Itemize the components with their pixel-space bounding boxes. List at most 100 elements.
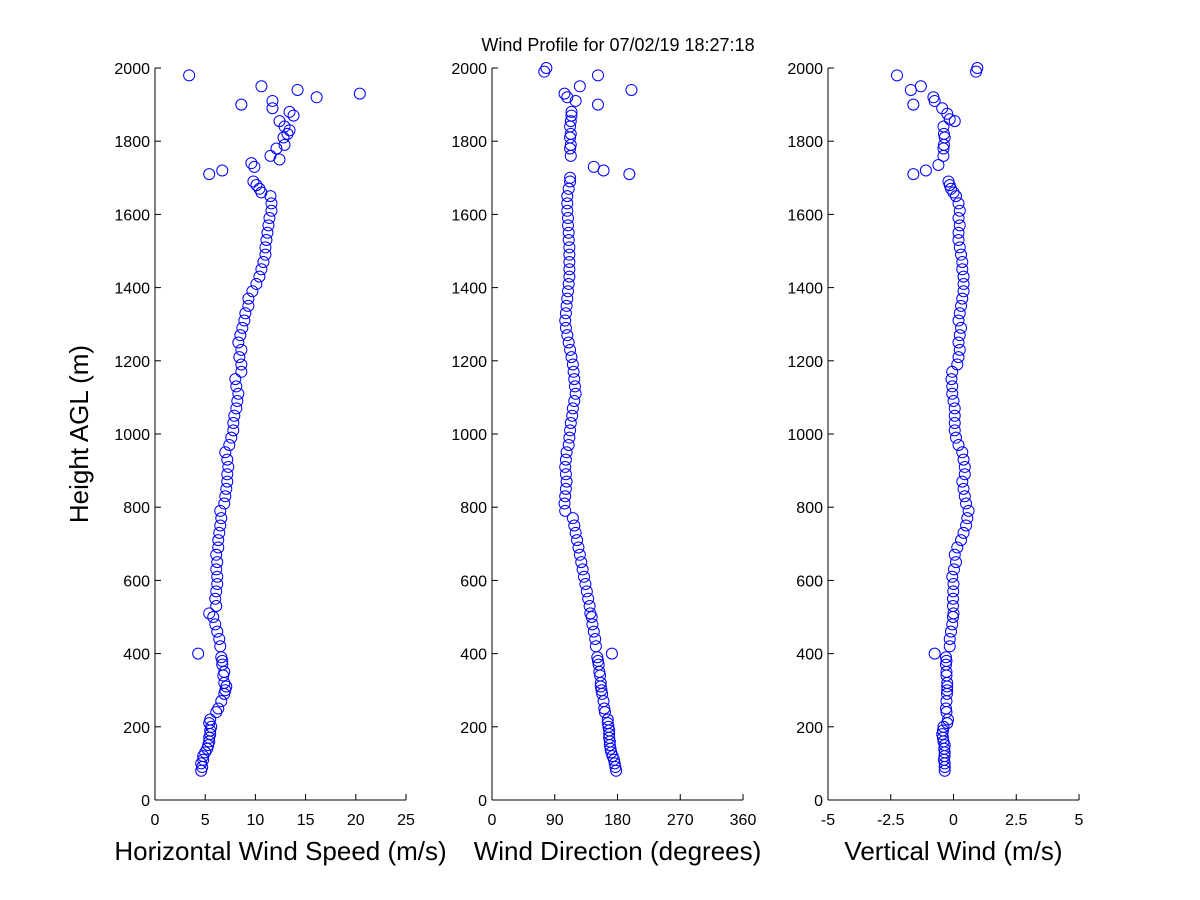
data-point	[953, 329, 966, 342]
data-point	[246, 285, 259, 298]
data-point	[948, 409, 961, 422]
data-point	[919, 164, 932, 177]
x-axis-title: Wind Direction (degrees)	[474, 836, 762, 866]
data-point	[950, 556, 963, 569]
data-point	[310, 91, 323, 104]
data-point	[952, 336, 965, 349]
data-point	[591, 69, 604, 82]
data-point	[589, 632, 602, 645]
data-point	[563, 270, 576, 283]
data-point	[947, 395, 960, 408]
data-point	[953, 219, 966, 232]
data-point	[948, 115, 961, 128]
data-point	[233, 351, 246, 364]
data-point	[211, 556, 224, 569]
data-point	[936, 724, 949, 737]
data-point	[287, 109, 300, 122]
data-point	[928, 647, 941, 660]
data-point	[231, 395, 244, 408]
data-point	[569, 526, 582, 539]
data-point	[937, 127, 950, 140]
x-tick-label: -5	[821, 812, 835, 829]
data-point	[567, 365, 580, 378]
data-point	[215, 651, 228, 664]
data-point	[971, 62, 984, 74]
data-point	[952, 212, 965, 225]
data-point	[955, 248, 968, 261]
data-point	[961, 512, 974, 525]
data-point	[564, 343, 577, 356]
data-point	[565, 105, 578, 118]
data-point	[584, 607, 597, 620]
data-point	[947, 578, 960, 591]
data-point	[265, 197, 278, 210]
data-point	[561, 329, 574, 342]
data-point	[203, 168, 216, 181]
data-point	[578, 570, 591, 583]
data-point	[228, 409, 241, 422]
data-point	[950, 431, 963, 444]
data-point	[207, 611, 220, 623]
data-point	[958, 460, 971, 473]
y-tick-label: 1200	[451, 354, 487, 371]
data-point	[948, 548, 961, 561]
data-point	[255, 263, 268, 276]
data-point	[592, 658, 605, 671]
data-point	[952, 197, 965, 210]
data-point	[248, 160, 261, 173]
data-point	[561, 212, 574, 225]
data-point	[232, 387, 245, 400]
y-tick-label: 1600	[451, 207, 487, 224]
data-point	[904, 83, 917, 96]
data-point	[952, 438, 965, 451]
data-point	[221, 468, 234, 481]
x-axis-title: Horizontal Wind Speed (m/s)	[114, 836, 446, 866]
data-point	[568, 373, 581, 386]
y-tick-label: 600	[123, 573, 150, 590]
data-point	[540, 62, 553, 74]
data-point	[587, 625, 600, 638]
data-point	[957, 270, 970, 283]
data-point	[948, 417, 961, 430]
data-point	[561, 204, 574, 217]
data-point	[214, 640, 227, 653]
y-axis-title: Height AGL (m)	[64, 345, 94, 523]
data-point	[937, 720, 950, 733]
data-point	[957, 277, 970, 290]
data-point	[559, 321, 572, 334]
data-point	[563, 248, 576, 261]
data-point	[939, 658, 952, 671]
data-point	[951, 358, 964, 371]
data-point	[211, 570, 224, 583]
data-point	[957, 453, 970, 466]
x-tick-label: 20	[347, 812, 365, 829]
data-point	[203, 717, 216, 730]
x-tick-label: 0	[488, 812, 497, 829]
data-point	[952, 351, 965, 364]
data-point	[559, 453, 572, 466]
data-point	[212, 534, 225, 547]
data-point	[568, 395, 581, 408]
data-point	[209, 618, 222, 631]
data-point	[562, 438, 575, 451]
y-tick-label: 2000	[787, 61, 823, 78]
data-point	[212, 702, 225, 715]
data-point	[234, 329, 247, 342]
data-point	[946, 387, 959, 400]
data-point	[891, 69, 904, 82]
data-point	[601, 713, 614, 726]
data-point	[210, 563, 223, 576]
data-point	[230, 380, 243, 393]
data-point	[212, 541, 225, 554]
data-point	[943, 632, 956, 645]
data-point	[192, 647, 205, 660]
data-point	[962, 504, 975, 517]
x-tick-label: 180	[604, 812, 631, 829]
data-point	[947, 186, 960, 199]
data-point	[560, 299, 573, 312]
data-point	[955, 299, 968, 312]
data-point	[564, 417, 577, 430]
data-point	[263, 212, 276, 225]
data-point	[563, 431, 576, 444]
